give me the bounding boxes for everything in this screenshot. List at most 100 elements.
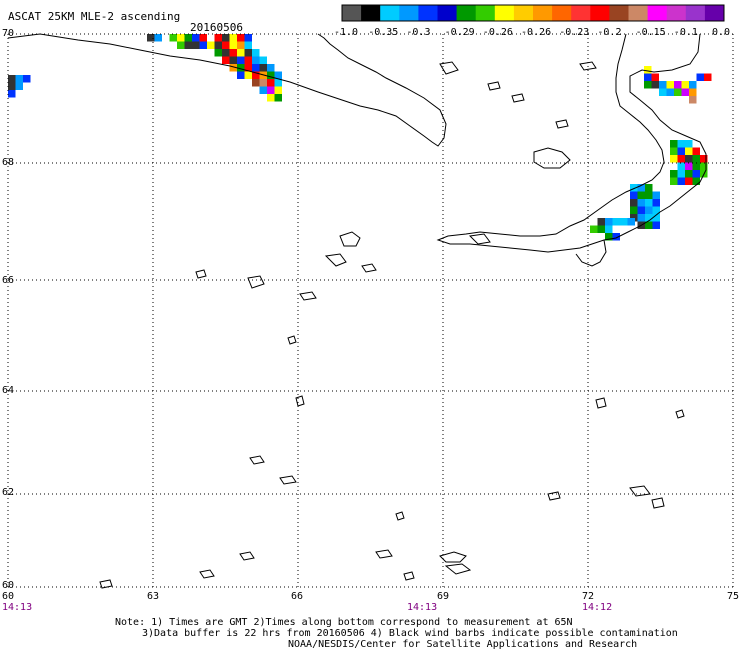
colorbar-label: -1.0 [334, 27, 359, 38]
colorbar-label: -0.15 [635, 27, 666, 38]
wind-cell [605, 218, 613, 226]
wind-cell [630, 191, 638, 199]
colorbar-label: -0.26 [482, 27, 513, 38]
coastline-islet-5 [299, 291, 317, 301]
colorbar-swatch [704, 5, 725, 21]
wind-cell [154, 34, 162, 42]
time-label-3: 14:12 [582, 602, 613, 613]
coastline-islet-6 [361, 263, 377, 273]
coastline-islet-22 [403, 571, 415, 581]
wind-cell [605, 225, 613, 233]
wind-cell [689, 88, 697, 96]
coastline-islet-10 [295, 395, 305, 407]
colorbar-label: -0.23 [559, 27, 590, 38]
wind-cell [244, 71, 252, 79]
wind-cell [222, 56, 230, 64]
coastline-islet-1 [533, 147, 571, 169]
wind-cell [670, 147, 678, 155]
coastline-gulf [436, 33, 707, 253]
coastline-islet-24 [487, 81, 501, 91]
time-label-2: 14:13 [407, 602, 438, 613]
wind-cell [244, 49, 252, 57]
lon-label-66: 66 [291, 591, 304, 602]
wind-cell [259, 79, 267, 87]
wind-cell [652, 199, 660, 207]
colorbar-swatch [571, 5, 591, 21]
wind-cell [692, 162, 700, 170]
wind-cell [8, 90, 16, 98]
wind-cell [670, 140, 678, 148]
coastline-islet-15 [651, 497, 665, 509]
coastline-islet-13 [595, 397, 607, 409]
wind-cell [597, 218, 605, 226]
colorbar-swatch [361, 5, 381, 21]
wind-cell [267, 79, 275, 87]
colorbar-swatch [609, 5, 629, 21]
wind-cell [652, 191, 660, 199]
wind-cell [637, 191, 645, 199]
wind-cell [229, 64, 237, 72]
colorbar-swatch [342, 5, 362, 21]
wind-cell [229, 56, 237, 64]
coastline-islet-28 [675, 409, 685, 419]
wind-cell [274, 86, 282, 94]
wind-cell [677, 162, 685, 170]
wind-cell [652, 221, 660, 229]
coastline-yamal [7, 33, 447, 147]
lat-label-68: 68 [2, 157, 15, 168]
wind-cell [637, 206, 645, 214]
wind-cell [207, 34, 215, 42]
wind-cell [605, 233, 613, 241]
wind-cell [700, 155, 708, 163]
wind-cell [177, 41, 185, 49]
wind-cell [177, 34, 185, 42]
coastline-islet-20 [99, 579, 113, 589]
wind-cell [645, 214, 653, 222]
lon-label-60: 60 [2, 591, 15, 602]
lat-label-60: 60 [2, 580, 15, 591]
wind-cell [274, 79, 282, 87]
wind-cell [612, 233, 620, 241]
lat-label-66: 66 [2, 275, 15, 286]
lat-label-62: 62 [2, 487, 15, 498]
wind-cell [630, 184, 638, 192]
wind-cell [237, 56, 245, 64]
lon-label-69: 69 [437, 591, 450, 602]
wind-cell [192, 34, 200, 42]
wind-cell [681, 88, 689, 96]
wind-cell [259, 86, 267, 94]
wind-cell [659, 81, 667, 89]
wind-cell [704, 73, 712, 81]
wind-cell [214, 41, 222, 49]
wind-cell [267, 86, 275, 94]
colorbar-swatch [647, 5, 668, 21]
wind-cell [644, 66, 652, 74]
lon-label-63: 63 [147, 591, 160, 602]
wind-cell [689, 81, 697, 89]
colorbar-swatch [456, 5, 477, 21]
wind-cell [237, 41, 245, 49]
colorbar-border [341, 4, 725, 22]
wind-cell [15, 82, 23, 90]
lon-label-72: 72 [582, 591, 595, 602]
wind-cell [8, 75, 16, 83]
wind-cell [8, 82, 16, 90]
wind-cell [630, 206, 638, 214]
coastline-islet-8 [468, 233, 491, 245]
wind-cell [677, 155, 685, 163]
colorbar-swatch [494, 5, 515, 21]
coastline-islet-14 [629, 485, 651, 497]
wind-cell [147, 34, 155, 42]
wind-cell [685, 140, 693, 148]
wind-cell [666, 88, 674, 96]
wind-cell [651, 73, 659, 81]
wind-cell [244, 56, 252, 64]
coastline-islet-7 [439, 61, 459, 75]
wind-cell [651, 81, 659, 89]
coastline-islet-17 [444, 563, 472, 575]
wind-cell [645, 199, 653, 207]
wind-cell [214, 49, 222, 57]
wind-cell [252, 49, 260, 57]
wind-cell [644, 73, 652, 81]
